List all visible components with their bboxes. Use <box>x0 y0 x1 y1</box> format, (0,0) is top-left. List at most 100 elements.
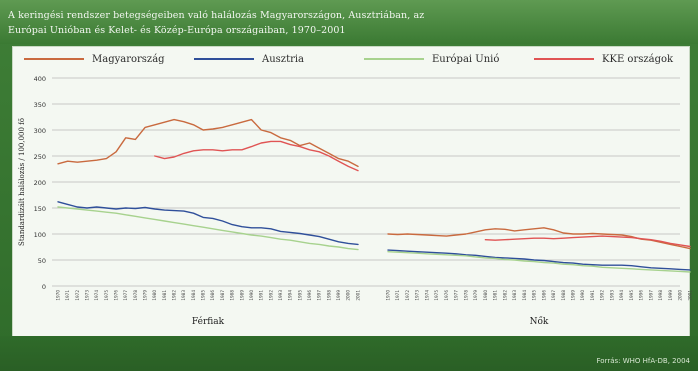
y-tick-label-200: 200 <box>34 179 46 187</box>
x-tick-label-nok-1993: 1993 <box>609 290 614 301</box>
legend-item-ausztria: Ausztria <box>194 49 304 69</box>
x-tick-label-nok-1971: 1971 <box>395 290 400 301</box>
x-tick-label-nok-1985: 1985 <box>532 290 537 301</box>
x-tick-label-ferfiak-1998: 1998 <box>326 290 331 301</box>
x-tick-label-nok-1990: 1990 <box>580 290 585 301</box>
series-line-ferfiak-kke-orszagok <box>154 140 359 172</box>
x-tick-label-ferfiak-1982: 1982 <box>172 290 177 301</box>
x-tick-label-nok-1973: 1973 <box>415 290 420 301</box>
series-line-nok-ausztria <box>387 249 691 271</box>
x-tick-label-nok-1996: 1996 <box>639 290 644 301</box>
x-tick-label-nok-1975: 1975 <box>434 290 439 301</box>
x-tick-label-ferfiak-1996: 1996 <box>307 290 312 301</box>
x-tick-label-ferfiak-1977: 1977 <box>123 290 128 301</box>
y-tick-label-300: 300 <box>34 127 46 135</box>
x-tick-label-ferfiak-1983: 1983 <box>181 290 186 301</box>
legend-label-ausztria: Ausztria <box>262 53 305 65</box>
y-tick-label-100: 100 <box>34 231 46 239</box>
legend-item-magyarorszag: Magyarország <box>24 49 165 69</box>
x-tick-label-nok-1970: 1970 <box>385 290 390 301</box>
x-tick-label-ferfiak-1988: 1988 <box>230 290 235 301</box>
x-tick-label-nok-1980: 1980 <box>483 290 488 301</box>
x-tick-label-nok-1992: 1992 <box>600 290 605 301</box>
y-axis-label: Standardizált halálozás / 100,000 fő <box>17 118 26 246</box>
x-tick-label-nok-1977: 1977 <box>454 290 459 301</box>
x-tick-label-nok-2001: 2001 <box>687 290 692 301</box>
legend-item-kke: KKE országok <box>534 49 673 69</box>
y-tick-label-400: 400 <box>34 75 46 83</box>
legend-label-kke: KKE országok <box>602 53 674 65</box>
series-line-ferfiak-magyarorszag <box>57 118 359 168</box>
x-tick-label-nok-1981: 1981 <box>493 290 498 301</box>
legend-swatch-ausztria <box>194 58 254 60</box>
x-tick-label-nok-1984: 1984 <box>522 290 527 301</box>
x-tick-label-nok-1979: 1979 <box>473 290 478 301</box>
legend-swatch-magyarorszag <box>24 58 84 60</box>
slide-header: A keringési rendszer betegségeiben való … <box>0 0 698 44</box>
x-tick-label-ferfiak-1978: 1978 <box>133 290 138 301</box>
y-tick-label-0: 0 <box>42 283 46 291</box>
x-tick-label-nok-1978: 1978 <box>463 290 468 301</box>
chart-legend: Magyarország Ausztria Európai Unió KKE o… <box>24 49 674 69</box>
x-tick-label-ferfiak-1986: 1986 <box>210 290 215 301</box>
x-tick-label-nok-2000: 2000 <box>678 290 683 301</box>
x-tick-label-nok-1999: 1999 <box>668 290 673 301</box>
y-tick-label-350: 350 <box>34 101 46 109</box>
series-line-nok-europai-unio <box>387 250 691 273</box>
legend-swatch-kke <box>534 58 594 60</box>
x-tick-label-nok-1976: 1976 <box>444 290 449 301</box>
legend-item-eu: Európai Unió <box>364 49 499 69</box>
x-tick-label-ferfiak-1980: 1980 <box>152 290 157 301</box>
x-tick-label-nok-1991: 1991 <box>590 290 595 301</box>
legend-swatch-eu <box>364 58 424 60</box>
x-tick-label-ferfiak-1995: 1995 <box>297 290 302 301</box>
x-tick-label-ferfiak-1992: 1992 <box>268 290 273 301</box>
source-text: Forrás: WHO HfA-DB, 2004 <box>596 357 690 365</box>
slide-footer: Forrás: WHO HfA-DB, 2004 <box>0 336 698 371</box>
x-tick-label-nok-1972: 1972 <box>405 290 410 301</box>
x-tick-label-ferfiak-1989: 1989 <box>239 290 244 301</box>
x-tick-label-ferfiak-1981: 1981 <box>162 290 167 301</box>
x-tick-label-nok-1988: 1988 <box>561 290 566 301</box>
x-tick-label-ferfiak-1985: 1985 <box>201 290 206 301</box>
x-tick-label-nok-1986: 1986 <box>541 290 546 301</box>
y-tick-label-150: 150 <box>34 205 46 213</box>
x-tick-label-ferfiak-1974: 1974 <box>94 290 99 301</box>
x-tick-label-ferfiak-1972: 1972 <box>75 290 80 301</box>
slide-title-line-1: A keringési rendszer betegségeiben való … <box>8 10 425 21</box>
series-line-nok-kke-orszagok <box>484 235 691 248</box>
x-tick-label-ferfiak-1994: 1994 <box>288 290 293 301</box>
x-tick-label-nok-1974: 1974 <box>424 290 429 301</box>
x-tick-label-nok-1997: 1997 <box>648 290 653 301</box>
legend-label-magyarorszag: Magyarország <box>92 53 165 65</box>
series-line-ferfiak-europai-unio <box>57 206 359 251</box>
chart-panel <box>12 46 690 338</box>
x-tick-label-nok-1987: 1987 <box>551 290 556 301</box>
x-tick-label-ferfiak-1984: 1984 <box>191 290 196 301</box>
x-tick-label-ferfiak-1990: 1990 <box>249 290 254 301</box>
x-tick-label-ferfiak-1970: 1970 <box>55 290 60 301</box>
x-tick-label-nok-1995: 1995 <box>629 290 634 301</box>
x-tick-label-nok-1998: 1998 <box>658 290 663 301</box>
legend-label-eu: Európai Unió <box>432 53 500 65</box>
x-tick-label-ferfiak-1987: 1987 <box>220 290 225 301</box>
x-tick-label-ferfiak-1993: 1993 <box>278 290 283 301</box>
slide-title-line-2: Európai Unióban és Kelet- és Közép-Európ… <box>8 25 346 36</box>
x-tick-label-ferfiak-1973: 1973 <box>84 290 89 301</box>
x-tick-label-ferfiak-1999: 1999 <box>336 290 341 301</box>
x-tick-label-ferfiak-2000: 2000 <box>346 290 351 301</box>
x-tick-label-ferfiak-1979: 1979 <box>142 290 147 301</box>
panel-label-nok: Nők <box>530 316 549 327</box>
x-tick-label-ferfiak-1976: 1976 <box>113 290 118 301</box>
x-tick-label-nok-1982: 1982 <box>502 290 507 301</box>
x-tick-label-nok-1989: 1989 <box>570 290 575 301</box>
x-tick-label-ferfiak-1997: 1997 <box>317 290 322 301</box>
x-tick-label-ferfiak-1971: 1971 <box>65 290 70 301</box>
series-line-ferfiak-ausztria <box>57 201 359 246</box>
panel-label-ferfiak: Férfiak <box>192 316 225 327</box>
x-tick-label-ferfiak-1975: 1975 <box>104 290 109 301</box>
x-tick-label-ferfiak-2001: 2001 <box>355 290 360 301</box>
x-tick-label-nok-1983: 1983 <box>512 290 517 301</box>
